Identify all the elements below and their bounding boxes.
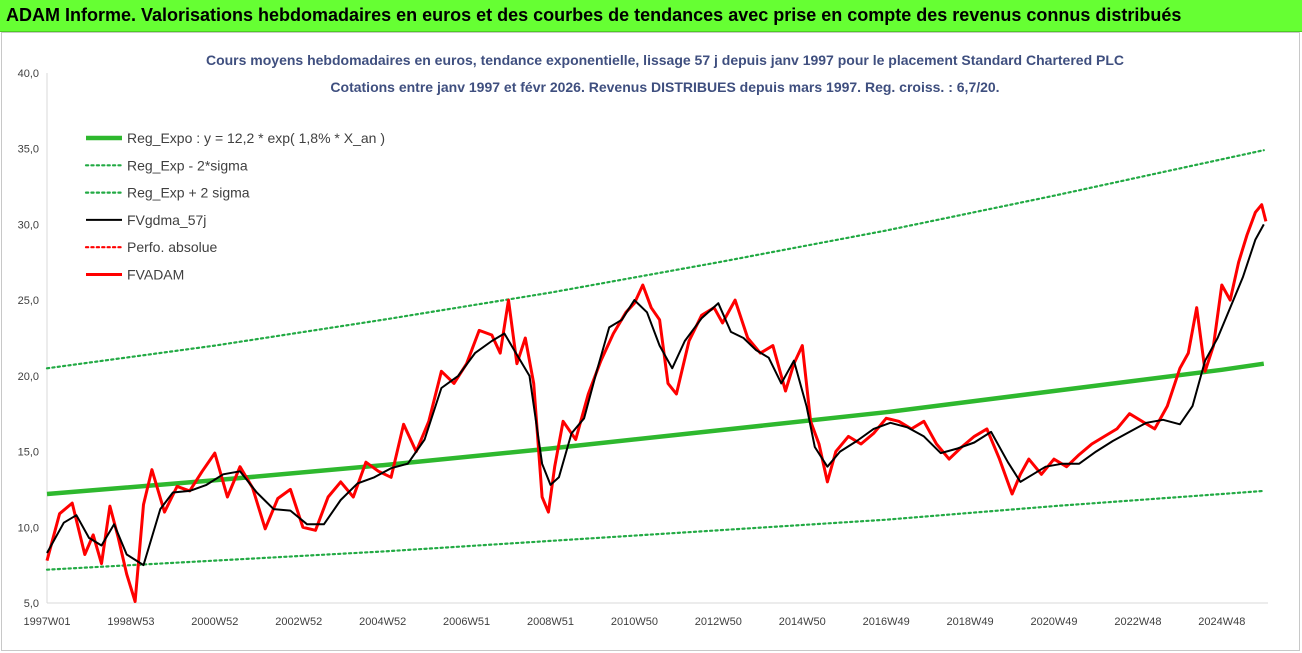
y-tick-label: 35,0: [18, 144, 39, 156]
report-title: ADAM Informe. Valorisations hebdomadaire…: [6, 5, 1182, 25]
x-tick-label: 2006W51: [443, 616, 490, 628]
y-tick-label: 10,0: [18, 522, 39, 534]
x-tick-label: 2008W51: [527, 616, 574, 628]
series-line-reg-exp-2-sigma: [45, 149, 1265, 370]
y-tick-label: 15,0: [18, 447, 39, 459]
legend-label: FVADAM: [127, 267, 184, 283]
x-tick-label: 2002W52: [275, 616, 322, 628]
x-tick-label: 2004W52: [359, 616, 406, 628]
x-tick-label: 2010W50: [611, 616, 658, 628]
x-tick-label: 2016W49: [863, 616, 910, 628]
y-ticks: 5,0 10,0 15,0 20,0 25,0 30,0 35,0 40,0: [18, 68, 39, 610]
legend-label: Reg_Exp + 2 sigma: [127, 185, 250, 201]
legend-label: Reg_Expo : y = 12,2 * exp( 1,8% * X_an ): [127, 130, 385, 146]
y-tick-label: 30,0: [18, 219, 39, 231]
x-tick-label: 1997W01: [23, 616, 70, 628]
chart-frame: [1, 32, 1300, 651]
series-line-reg-expo-y-12-2-exp-1-8-x-an: [46, 361, 1265, 497]
legend: Reg_Expo : y = 12,2 * exp( 1,8% * X_an )…: [84, 130, 385, 283]
legend-label: Perfo. absolue: [127, 239, 217, 255]
x-ticks: 1997W01 1998W53 2000W52 2002W52 2004W52 2006W…: [23, 616, 1245, 628]
plot-series: [45, 149, 1268, 603]
series-line-fvadam: [45, 203, 1268, 603]
y-tick-label: 40,0: [18, 68, 39, 80]
x-tick-label: 2000W52: [191, 616, 238, 628]
x-tick-label: 2022W48: [1114, 616, 1161, 628]
series-line-fvgdma-57j: [46, 223, 1265, 567]
x-tick-label: 2018W49: [947, 616, 994, 628]
x-tick-label: 2024W48: [1198, 616, 1245, 628]
legend-label: FVgdma_57j: [127, 212, 206, 228]
chart-title: Cours moyens hebdomadaires en euros, ten…: [205, 52, 1125, 68]
axes: [46, 73, 1268, 604]
x-tick-label: 2020W49: [1030, 616, 1077, 628]
legend-label: Reg_Exp - 2*sigma: [127, 157, 248, 173]
y-tick-label: 20,0: [18, 371, 39, 383]
series-line-reg-exp-2-sigma: [45, 489, 1265, 571]
chart-subtitle: Cotations entre janv 1997 et févr 2026. …: [330, 79, 1000, 95]
y-tick-label: 25,0: [18, 295, 39, 307]
x-tick-label: 1998W53: [107, 616, 154, 628]
x-tick-label: 2012W50: [695, 616, 742, 628]
report-banner: ADAM Informe. Valorisations hebdomadaire…: [0, 0, 1302, 32]
y-tick-label: 5,0: [24, 598, 39, 610]
x-tick-label: 2014W50: [779, 616, 826, 628]
